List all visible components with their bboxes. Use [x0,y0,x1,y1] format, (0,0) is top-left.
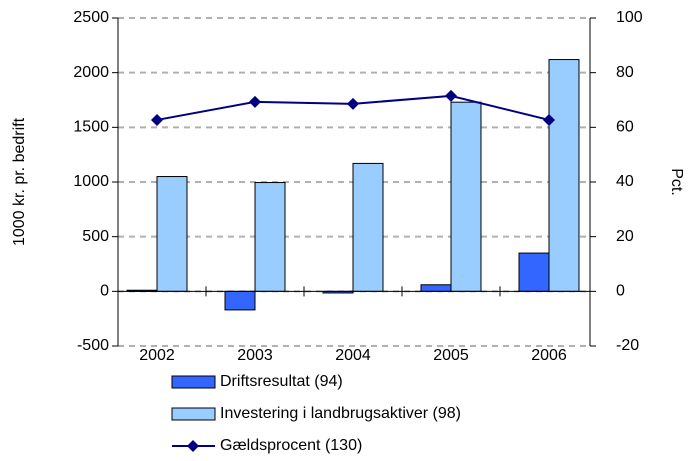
bar [224,290,256,311]
y2-tick-label: 0 [616,283,625,300]
bar [548,59,580,292]
y2-tick-label: 40 [616,173,634,190]
y2-tick-label: -20 [616,337,639,354]
bar [352,162,384,292]
x-tick-label: 2004 [335,347,371,364]
y-tick-label: 1500 [73,119,109,136]
y-tick-label: 1000 [73,173,109,190]
bar [420,284,452,292]
legend-swatch [171,407,216,421]
x-tick-label: 2005 [433,347,469,364]
y-tick-label: -500 [77,337,109,354]
bar [254,182,286,292]
marker [249,95,261,108]
bar [450,101,482,292]
y2-tick-label: 20 [616,228,634,245]
y-tick-label: 0 [100,283,109,300]
marker [445,89,457,102]
y-axis-label: 1000 kr. pr. bedrift [11,117,28,246]
legend-marker [187,440,199,452]
bar [518,252,550,292]
x-tick-label: 2003 [237,347,273,364]
y2-axis-label: Pct. [668,168,685,196]
marker [543,113,555,126]
legend-label: Investering i landbrugsaktiver (98) [220,405,461,422]
legend-label: Driftsresultat (94) [220,373,343,390]
y2-tick-label: 100 [616,9,643,26]
marker [347,97,359,110]
bar [156,176,188,292]
x-tick-label: 2006 [531,347,567,364]
marker [151,113,163,126]
y2-tick-label: 80 [616,64,634,81]
y-tick-label: 2000 [73,64,109,81]
y-tick-label: 500 [82,228,109,245]
legend-label: Gældsprocent (130) [220,437,362,454]
legend-swatch [171,375,216,389]
y2-tick-label: 60 [616,119,634,136]
x-tick-label: 2002 [139,347,175,364]
y-tick-label: 2500 [73,9,109,26]
